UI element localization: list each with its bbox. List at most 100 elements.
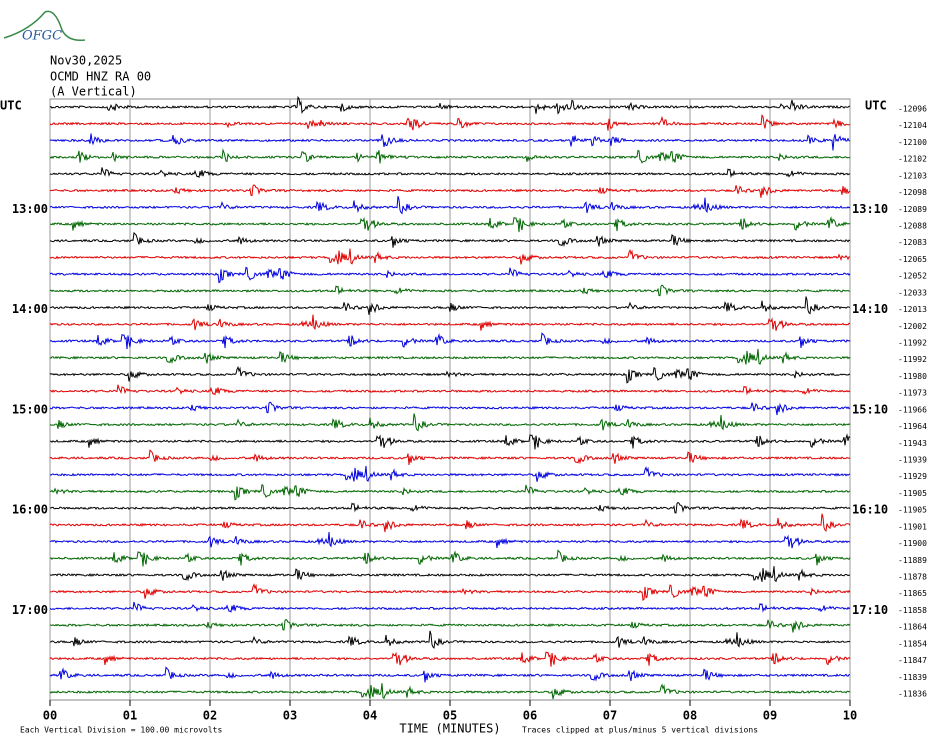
trace xyxy=(49,133,851,151)
trace-offset: -11836 xyxy=(898,690,927,699)
trace xyxy=(49,332,851,350)
x-tick-label: 09 xyxy=(763,709,777,723)
trace xyxy=(49,465,851,482)
trace-offset: -12089 xyxy=(898,205,927,214)
trace-offset: -12083 xyxy=(898,238,927,247)
left-time: 14:00 xyxy=(12,302,48,316)
component: (A Vertical) xyxy=(50,85,137,99)
trace-offset: -11980 xyxy=(898,372,927,381)
trace xyxy=(50,618,851,633)
trace xyxy=(49,413,851,432)
trace-offset: -11901 xyxy=(898,522,927,531)
trace xyxy=(49,266,851,284)
trace-offset: -11900 xyxy=(898,539,927,548)
trace-offset: -11992 xyxy=(898,355,927,364)
logo-mark xyxy=(3,10,86,42)
x-tick-label: 10 xyxy=(843,709,857,723)
trace-offset: -11992 xyxy=(898,339,927,348)
trace-offset: -12098 xyxy=(898,188,927,197)
trace-offset: -11973 xyxy=(898,389,927,398)
trace-offset: -11964 xyxy=(898,422,927,431)
logo: OFGC xyxy=(22,29,62,44)
trace-offset: -12002 xyxy=(898,322,927,331)
trace xyxy=(49,566,851,583)
trace xyxy=(50,184,851,198)
trace-offset: -11939 xyxy=(898,456,927,465)
trace-offset: -11864 xyxy=(898,623,927,632)
utc-right: UTC xyxy=(865,99,887,113)
trace-offset: -11865 xyxy=(898,589,927,598)
right-time: 13:10 xyxy=(852,202,888,216)
trace xyxy=(50,433,851,450)
left-time: 13:00 xyxy=(12,202,48,216)
x-tick-label: 04 xyxy=(363,709,377,723)
trace xyxy=(49,449,851,466)
left-time: 15:00 xyxy=(12,402,48,416)
trace-offset: -11905 xyxy=(898,489,927,498)
trace xyxy=(50,484,851,501)
x-tick-label: 00 xyxy=(43,709,57,723)
trace xyxy=(49,365,851,384)
date: Nov30,2025 xyxy=(50,54,122,68)
x-tick-label: 08 xyxy=(683,709,697,723)
trace xyxy=(49,401,851,416)
trace-offset: -12104 xyxy=(898,121,927,130)
trace xyxy=(49,601,851,613)
trace-offset: -11889 xyxy=(898,556,927,565)
trace xyxy=(49,113,851,131)
x-tick-label: 02 xyxy=(203,709,217,723)
trace xyxy=(49,513,851,533)
trace-offset: -11966 xyxy=(898,405,927,414)
trace xyxy=(49,384,851,396)
trace xyxy=(49,95,850,115)
trace-offset: -12065 xyxy=(898,255,927,264)
trace xyxy=(49,549,851,567)
x-tick-label: 03 xyxy=(283,709,297,723)
trace xyxy=(49,348,851,365)
trace xyxy=(49,531,851,549)
trace xyxy=(49,666,851,683)
trace-offset: -11878 xyxy=(898,573,927,582)
x-tick-label: 06 xyxy=(523,709,537,723)
trace xyxy=(49,651,851,667)
right-time: 17:10 xyxy=(852,603,888,617)
trace xyxy=(49,284,851,297)
trace xyxy=(49,248,851,265)
trace xyxy=(49,296,851,315)
left-time: 16:00 xyxy=(12,503,48,517)
trace-offset: -12096 xyxy=(898,105,927,114)
trace xyxy=(49,501,851,514)
trace-offset: -11858 xyxy=(898,606,927,615)
x-tick-label: 01 xyxy=(123,709,137,723)
trace xyxy=(49,167,851,179)
trace-offset: -12100 xyxy=(898,138,927,147)
trace-offset: -12033 xyxy=(898,288,927,297)
utc-left: UTC xyxy=(0,99,22,113)
trace-offset: -12088 xyxy=(898,222,927,231)
trace-offset: -11929 xyxy=(898,472,927,481)
x-axis-title: TIME (MINUTES) xyxy=(399,722,500,736)
trace xyxy=(49,215,851,233)
trace xyxy=(49,683,851,700)
trace xyxy=(49,148,850,164)
trace-offset: -12102 xyxy=(898,155,927,164)
trace-offset: -11854 xyxy=(898,639,927,648)
trace-offset: -12013 xyxy=(898,305,927,314)
trace-offset: -12052 xyxy=(898,272,927,281)
trace-offset: -11847 xyxy=(898,656,927,665)
trace xyxy=(49,583,851,601)
right-time: 15:10 xyxy=(852,402,888,416)
right-time: 14:10 xyxy=(852,302,888,316)
clip-note: Traces clipped at plus/minus 5 vertical … xyxy=(522,726,758,735)
scale-note: Each Vertical Division = 100.00 microvol… xyxy=(20,726,222,735)
trace xyxy=(49,630,851,649)
right-time: 16:10 xyxy=(852,503,888,517)
trace-offset: -12103 xyxy=(898,171,927,180)
x-tick-label: 05 xyxy=(443,709,457,723)
trace-offset: -11905 xyxy=(898,506,927,515)
x-tick-label: 07 xyxy=(603,709,617,723)
trace xyxy=(49,196,851,215)
station: OCMD HNZ RA 00 xyxy=(50,70,151,84)
trace-offset: -11943 xyxy=(898,439,927,448)
